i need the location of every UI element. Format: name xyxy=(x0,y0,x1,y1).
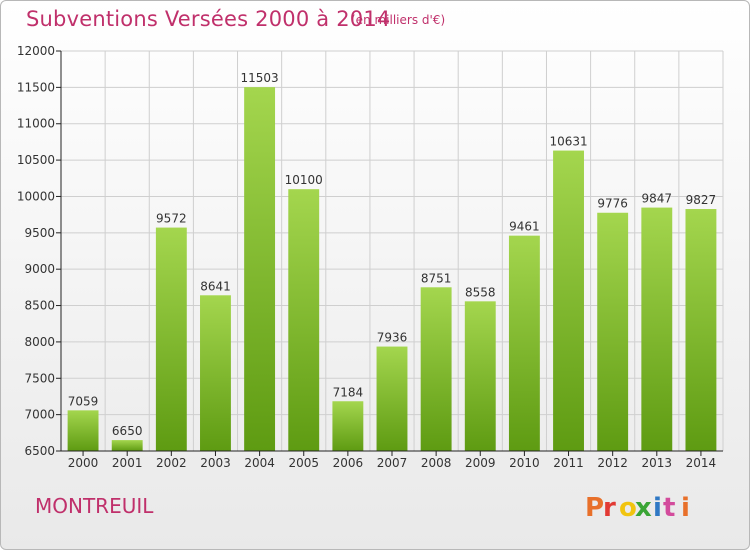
logo-letter: i xyxy=(653,493,662,523)
logo-letter: r xyxy=(603,493,616,523)
x-tick-label: 2001 xyxy=(112,456,143,470)
logo-letter: o xyxy=(619,493,637,523)
y-tick-label: 7000 xyxy=(24,408,55,422)
value-label: 9776 xyxy=(597,197,628,211)
x-tick-label: 2002 xyxy=(156,456,187,470)
y-tick-label: 9500 xyxy=(24,226,55,240)
bar xyxy=(111,440,143,451)
x-tick-label: 2000 xyxy=(68,456,99,470)
bar xyxy=(508,235,540,451)
logo-letter: i xyxy=(681,493,690,523)
x-tick-label: 2007 xyxy=(377,456,408,470)
chart-title: Subventions Versées 2000 à 2014 xyxy=(26,7,391,31)
bar xyxy=(597,212,629,451)
bar xyxy=(376,346,408,451)
chart-subtitle: (en milliers d'€) xyxy=(351,13,446,27)
value-label: 9461 xyxy=(509,220,540,234)
axes xyxy=(56,50,723,456)
y-tick-label: 11000 xyxy=(17,117,55,131)
logo-letter: P xyxy=(585,493,604,523)
bars xyxy=(67,87,717,452)
y-tick-label: 10000 xyxy=(17,189,55,203)
bar xyxy=(641,207,673,451)
y-tick-label: 8000 xyxy=(24,335,55,349)
value-label: 6650 xyxy=(112,424,143,438)
value-label: 8558 xyxy=(465,285,496,299)
y-tick-label: 7500 xyxy=(24,371,55,385)
x-tick-label: 2010 xyxy=(509,456,540,470)
value-label: 11503 xyxy=(241,71,279,85)
labels: 6500 7000 7500 8000 8500 9000 9500 10000 10500 11… xyxy=(17,44,716,470)
y-tick-label: 11500 xyxy=(17,80,55,94)
y-tick-label: 6500 xyxy=(24,444,55,458)
logo-letter: x xyxy=(635,493,652,523)
x-tick-label: 2005 xyxy=(288,456,319,470)
bar xyxy=(244,87,276,452)
logo-letter: t xyxy=(663,493,675,523)
value-label: 10631 xyxy=(549,135,587,149)
commune-name: MONTREUIL xyxy=(35,494,154,518)
x-tick-label: 2003 xyxy=(200,456,231,470)
value-label: 8751 xyxy=(421,271,452,285)
bar xyxy=(67,410,99,451)
x-tick-label: 2013 xyxy=(642,456,673,470)
proxiti-logo: Pr ox i t i xyxy=(585,493,690,523)
y-tick-label: 9000 xyxy=(24,262,55,276)
bar xyxy=(420,287,452,451)
bar xyxy=(332,401,364,451)
x-tick-label: 2004 xyxy=(244,456,275,470)
x-tick-label: 2014 xyxy=(686,456,717,470)
y-tick-label: 10500 xyxy=(17,153,55,167)
value-label: 9572 xyxy=(156,212,187,226)
bar xyxy=(553,150,584,451)
x-tick-label: 2009 xyxy=(465,456,496,470)
value-label: 7059 xyxy=(68,394,99,408)
value-label: 9847 xyxy=(642,192,673,206)
x-tick-label: 2012 xyxy=(597,456,628,470)
x-tick-label: 2011 xyxy=(553,456,584,470)
value-label: 9827 xyxy=(686,193,717,207)
bar xyxy=(464,301,496,451)
bar xyxy=(200,295,231,451)
bar xyxy=(685,209,717,451)
y-tick-label: 8500 xyxy=(24,299,55,313)
value-label: 8641 xyxy=(200,279,231,293)
y-tick-label: 12000 xyxy=(17,44,55,58)
value-label: 7184 xyxy=(333,385,364,399)
value-label: 10100 xyxy=(285,173,323,187)
x-tick-label: 2006 xyxy=(333,456,364,470)
x-tick-label: 2008 xyxy=(421,456,452,470)
bar xyxy=(288,189,320,451)
bar xyxy=(155,227,187,451)
value-label: 7936 xyxy=(377,331,408,345)
